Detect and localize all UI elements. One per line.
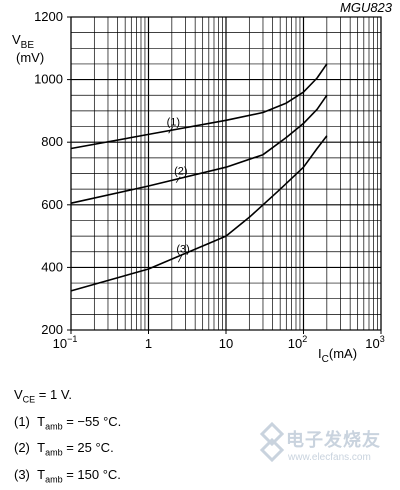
note-2: (2) Tamb = 25 °C. (14, 440, 114, 458)
curve-label-leader (168, 127, 173, 134)
x-tick-labels: 10−1 1 10 102 103 (53, 334, 385, 351)
curve-label-1: (1) (167, 116, 180, 128)
curve-label-2: (2) (174, 166, 187, 178)
y-tick-label: 1200 (34, 9, 63, 24)
curve-2 (70, 94, 328, 204)
curve-3 (70, 135, 328, 292)
watermark-text: 电子发烧友 (286, 430, 381, 450)
note-1: (1) Tamb = −55 °C. (14, 413, 122, 432)
x-axis-sub: C (322, 354, 329, 365)
x-tick-label: 10 (219, 336, 233, 351)
x-tick-label: 10−1 (53, 334, 78, 351)
x-axis-main: I (318, 346, 322, 361)
elecfans-logo-icon (259, 422, 285, 462)
x-axis-title: IC(mA) (318, 346, 357, 365)
chart: (1) (2) (3) MGU823 VBE (mV) IC(mA) 200 400 6… (12, 0, 393, 365)
axis-ticks (67, 16, 382, 334)
y-tick-label: 600 (41, 197, 63, 212)
watermark: 电子发烧友 www.elecfans.com (258, 418, 398, 470)
x-tick-label: 102 (288, 334, 307, 351)
watermark-url: www.elecfans.com (288, 452, 371, 463)
curves: (1) (2) (3) (70, 63, 328, 292)
x-tick-label: 1 (145, 336, 152, 351)
note-3: (3) Tamb = 150 °C. (14, 466, 121, 485)
conditions-notes: VCE = 1 V. (1) Tamb = −55 °C. (2) Tamb =… (14, 384, 121, 490)
y-axis-unit: (mV) (16, 50, 44, 65)
note-vce: VCE = 1 V. (14, 387, 72, 405)
y-tick-label: 200 (41, 322, 63, 337)
y-tick-label: 1000 (34, 72, 63, 87)
y-tick-labels: 200 400 600 800 1000 1200 (34, 9, 63, 337)
figure-code: MGU823 (340, 0, 393, 15)
y-axis-sub: BE (21, 40, 35, 51)
curve-1 (70, 63, 328, 150)
grid (70, 16, 382, 331)
curve-label-3: (3) (176, 243, 189, 255)
curve-label-leader (175, 176, 181, 183)
x-axis-unit: (mA) (329, 346, 357, 361)
y-axis-main: V (12, 32, 21, 47)
y-tick-label: 400 (41, 259, 63, 274)
y-tick-label: 800 (41, 134, 63, 149)
x-tick-label: 103 (365, 334, 384, 351)
curve-label-leader (177, 254, 183, 263)
y-axis-title: VBE (12, 32, 34, 51)
